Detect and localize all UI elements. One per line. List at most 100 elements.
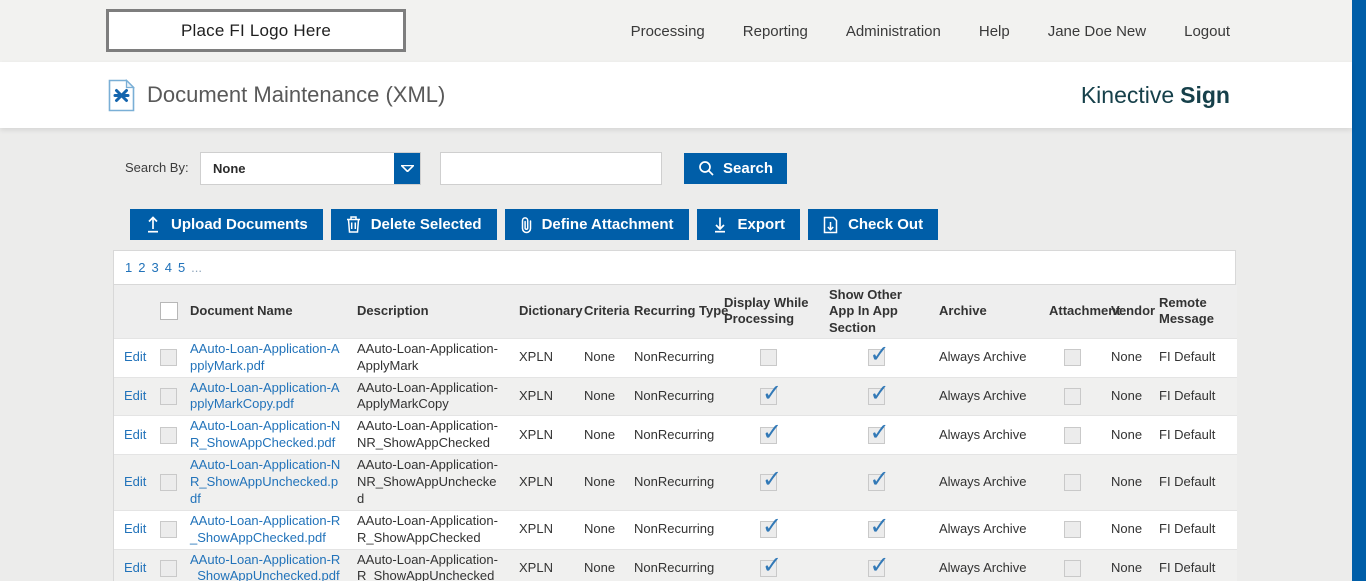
document-name-link[interactable]: AAuto-Loan-Application-ApplyMarkCopy.pdf (190, 379, 340, 412)
row-select-checkbox[interactable] (160, 349, 177, 367)
delete-selected-label: Delete Selected (370, 216, 482, 233)
dictionary-text: XPLN (519, 521, 553, 537)
archive-text: Always Archive (939, 426, 1027, 442)
export-button[interactable]: Export (696, 209, 801, 240)
toolbar: Upload Documents Delete Selected Define … (130, 209, 939, 240)
page-link-2[interactable]: 2 (138, 260, 146, 275)
vendor-text: None (1111, 387, 1143, 403)
edit-link[interactable]: Edit (124, 387, 147, 403)
trash-icon (346, 216, 361, 233)
attachment-checkbox[interactable] (1063, 559, 1081, 577)
description-text: AAuto-Loan-Application-ApplyMark (357, 340, 498, 373)
display-while-processing-checkbox[interactable] (760, 511, 782, 542)
pagination-ellipsis: ... (191, 260, 203, 275)
display-while-processing-checkbox[interactable] (760, 550, 782, 581)
col-show-other-app: Show Other App In App Section (829, 287, 902, 335)
table-row: Edit AAuto-Loan-Application-ApplyMark.pd… (114, 338, 1237, 378)
archive-text: Always Archive (939, 559, 1027, 575)
define-attachment-button[interactable]: Define Attachment (504, 209, 689, 240)
check-out-label: Check Out (848, 216, 924, 233)
check-out-button[interactable]: Check Out (808, 209, 939, 240)
document-name-link[interactable]: AAuto-Loan-Application-R_ShowAppUnchecke… (190, 551, 341, 581)
fi-logo-placeholder: Place FI Logo Here (106, 9, 406, 52)
archive-text: Always Archive (939, 521, 1027, 537)
recurring-type-text: NonRecurring (634, 426, 715, 442)
row-select-checkbox[interactable] (160, 521, 177, 539)
show-other-app-checkbox[interactable] (867, 464, 890, 495)
attachment-checkbox[interactable] (1063, 473, 1081, 491)
table-row: Edit AAuto-Loan-Application-R_ShowAppChe… (114, 510, 1237, 550)
recurring-type-text: NonRecurring (634, 559, 715, 575)
search-input[interactable] (440, 152, 662, 185)
document-name-link[interactable]: AAuto-Loan-Application-ApplyMark.pdf (190, 340, 340, 373)
row-select-checkbox[interactable] (160, 426, 177, 444)
attachment-checkbox[interactable] (1063, 521, 1081, 539)
page-link-3[interactable]: 3 (151, 260, 159, 275)
nav-logout[interactable]: Logout (1184, 22, 1230, 40)
download-icon (712, 216, 728, 233)
criteria-text: None (584, 473, 616, 489)
col-criteria: Criteria (584, 303, 630, 319)
delete-selected-button[interactable]: Delete Selected (330, 209, 497, 240)
document-name-link[interactable]: AAuto-Loan-Application-NR_ShowAppChecked… (190, 418, 341, 451)
search-by-dropdown[interactable]: None (200, 152, 421, 185)
edit-link[interactable]: Edit (124, 349, 147, 365)
criteria-text: None (584, 349, 616, 365)
col-display-while-processing: Display While Processing (724, 295, 809, 327)
nav-reporting[interactable]: Reporting (742, 22, 808, 40)
remote-message-text: FI Default (1159, 473, 1216, 489)
vertical-scrollbar[interactable] (1352, 0, 1366, 581)
top-bar: Place FI Logo Here Processing Reporting … (0, 0, 1352, 62)
page-link-1[interactable]: 1 (125, 260, 133, 275)
vendor-text: None (1111, 521, 1143, 537)
dictionary-text: XPLN (519, 473, 553, 489)
nav-administration[interactable]: Administration (845, 22, 941, 40)
display-while-processing-checkbox[interactable] (760, 417, 782, 448)
show-other-app-checkbox[interactable] (867, 550, 890, 581)
page-link-4[interactable]: 4 (164, 260, 172, 275)
dropdown-button[interactable] (394, 153, 420, 184)
search-button[interactable]: Search (684, 153, 788, 184)
brand-logo: Kinective Sign (1081, 62, 1230, 128)
recurring-type-text: NonRecurring (634, 387, 715, 403)
remote-message-text: FI Default (1159, 559, 1216, 575)
vendor-text: None (1111, 349, 1143, 365)
dictionary-text: XPLN (519, 426, 553, 442)
row-select-checkbox[interactable] (160, 559, 177, 577)
edit-link[interactable]: Edit (124, 473, 147, 489)
display-while-processing-checkbox[interactable] (760, 378, 782, 409)
display-while-processing-checkbox[interactable] (760, 349, 777, 367)
edit-link[interactable]: Edit (124, 559, 147, 575)
search-icon (698, 160, 715, 177)
show-other-app-checkbox[interactable] (867, 511, 890, 542)
page-link-5[interactable]: 5 (177, 260, 186, 275)
col-description: Description (357, 303, 429, 319)
attachment-checkbox[interactable] (1063, 349, 1081, 367)
nav-processing[interactable]: Processing (630, 22, 705, 40)
row-select-checkbox[interactable] (160, 387, 177, 405)
attachment-checkbox[interactable] (1063, 426, 1081, 444)
attachment-checkbox[interactable] (1063, 387, 1081, 405)
show-other-app-checkbox[interactable] (867, 339, 890, 370)
edit-link[interactable]: Edit (124, 521, 147, 537)
documents-table: Document Name Description Dictionary Cri… (114, 285, 1237, 581)
upload-documents-button[interactable]: Upload Documents (130, 209, 323, 240)
col-attachment: Attachment (1049, 303, 1121, 319)
document-name-link[interactable]: AAuto-Loan-Application-NR_ShowAppUncheck… (190, 457, 341, 506)
table-header-row: Document Name Description Dictionary Cri… (114, 285, 1237, 339)
criteria-text: None (584, 387, 616, 403)
nav-user-menu[interactable]: Jane Doe New (1047, 22, 1147, 40)
criteria-text: None (584, 426, 616, 442)
col-vendor: Vendor (1111, 303, 1156, 319)
document-name-link[interactable]: AAuto-Loan-Application-R_ShowAppChecked.… (190, 512, 341, 545)
show-other-app-checkbox[interactable] (867, 378, 890, 409)
show-other-app-checkbox[interactable] (867, 417, 890, 448)
display-while-processing-checkbox[interactable] (760, 464, 782, 495)
recurring-type-text: NonRecurring (634, 349, 715, 365)
brand-name: Kinective (1080, 81, 1175, 108)
row-select-checkbox[interactable] (160, 473, 177, 491)
nav-help[interactable]: Help (978, 22, 1010, 40)
edit-link[interactable]: Edit (124, 426, 147, 442)
select-all-checkbox[interactable] (160, 302, 178, 321)
